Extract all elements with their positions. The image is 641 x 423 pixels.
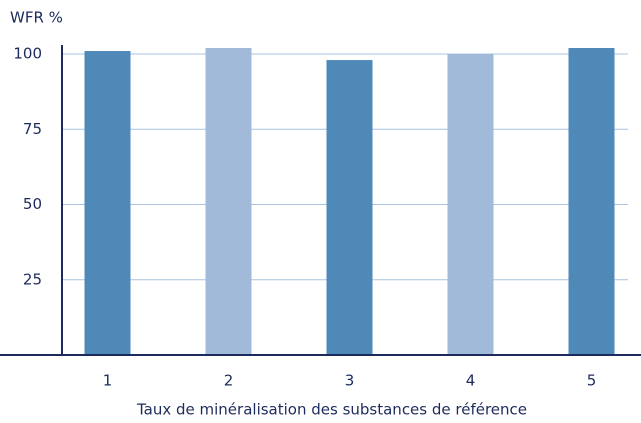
- y-tick-label: 100: [13, 45, 42, 63]
- x-tick-label: 3: [345, 372, 355, 390]
- x-tick-label: 5: [587, 372, 597, 390]
- x-axis-title: Taux de minéralisation des substances de…: [136, 401, 527, 419]
- bar: [568, 48, 615, 356]
- bar: [447, 54, 494, 356]
- y-tick-label: 50: [23, 195, 42, 213]
- x-tick-label: 2: [224, 372, 234, 390]
- bar: [84, 51, 131, 356]
- y-tick-label: 25: [23, 270, 42, 288]
- x-tick-label: 4: [466, 372, 476, 390]
- bar: [326, 60, 373, 355]
- y-axis-title: WFR %: [10, 9, 63, 27]
- bar: [205, 48, 252, 356]
- x-tick-label: 1: [103, 372, 113, 390]
- y-tick-label: 75: [23, 120, 42, 138]
